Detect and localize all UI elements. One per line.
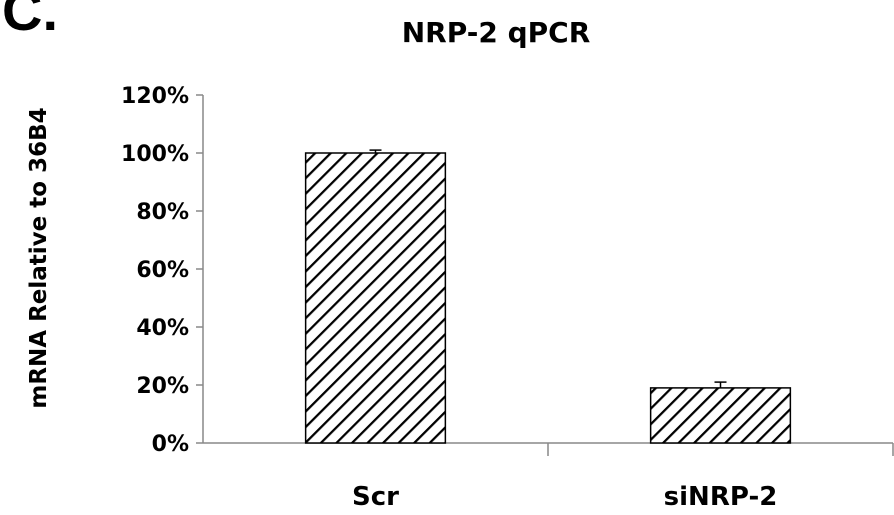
panel-label: C. — [2, 0, 58, 42]
bar — [304, 152, 447, 444]
y-tick-label: 100% — [121, 142, 189, 167]
y-tick-label: 20% — [136, 374, 189, 399]
y-tick-label: 60% — [136, 258, 189, 283]
y-axis-label: mRNA Relative to 36B4 — [26, 107, 52, 408]
y-tick-label: 120% — [121, 84, 189, 109]
plot-area: 0% 20% 40% 60% 80% 100% 120% Scr siNRP-2 — [121, 84, 894, 512]
y-tick-label: 80% — [136, 200, 189, 225]
x-category-label: siNRP-2 — [664, 482, 778, 512]
bar — [649, 387, 792, 444]
chart-title: NRP-2 qPCR — [402, 16, 591, 49]
x-category-label: Scr — [352, 482, 399, 512]
y-tick-label: 0% — [152, 432, 189, 457]
y-tick-label: 40% — [136, 316, 189, 341]
